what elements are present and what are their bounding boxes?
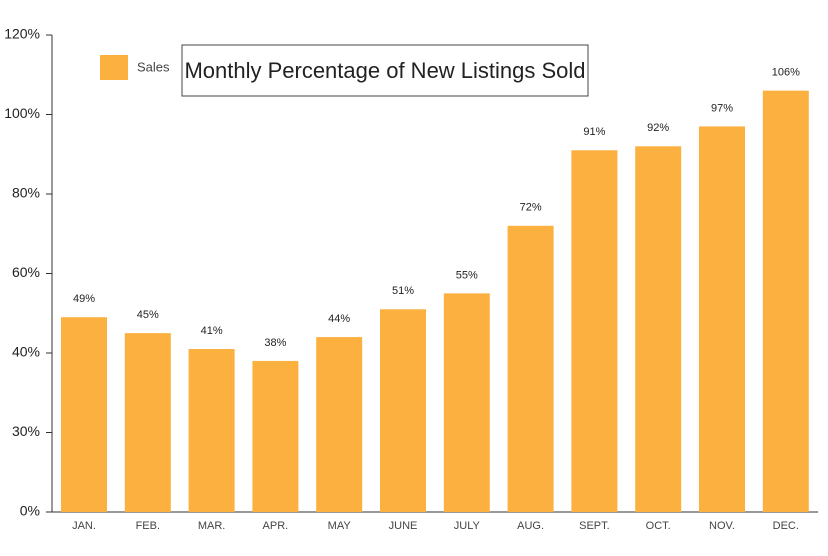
x-tick-label: OCT. — [646, 520, 671, 532]
data-label: 44% — [328, 313, 350, 325]
x-tick-label: MAY — [328, 520, 352, 532]
bar — [316, 337, 363, 512]
x-tick-label: DEC. — [773, 520, 799, 532]
legend-label: Sales — [137, 59, 170, 74]
y-tick-label: 120% — [4, 26, 40, 42]
bar — [380, 309, 426, 512]
y-tick-label: 40% — [12, 344, 40, 360]
bar — [124, 333, 171, 512]
data-label: 41% — [201, 325, 223, 337]
x-tick-label: NOV. — [709, 520, 735, 532]
x-tick-label: APR. — [263, 520, 289, 532]
bar — [252, 360, 299, 512]
bar — [61, 317, 107, 512]
bar — [635, 146, 682, 513]
bar — [762, 90, 809, 513]
legend-swatch — [100, 55, 128, 80]
data-label: 92% — [647, 122, 669, 134]
y-tick-label: 0% — [20, 503, 40, 519]
x-tick-label: JULY — [454, 520, 481, 532]
x-tick-label: JAN. — [72, 520, 96, 532]
bar — [443, 293, 490, 512]
bar — [188, 349, 235, 512]
data-label: 51% — [392, 285, 414, 297]
bar — [699, 126, 745, 513]
x-tick-label: MAR. — [198, 520, 226, 532]
data-label: 72% — [520, 202, 542, 214]
bar — [507, 225, 554, 513]
x-tick-label: AUG. — [517, 520, 544, 532]
y-tick-label: 100% — [4, 105, 40, 121]
data-label: 38% — [264, 337, 286, 349]
x-tick-label: JUNE — [389, 520, 418, 532]
data-label: 97% — [711, 102, 733, 114]
y-tick-label: 60% — [12, 264, 40, 280]
bar — [571, 150, 618, 512]
data-label: 45% — [137, 309, 159, 321]
data-label: 49% — [73, 293, 95, 305]
chart-title: Monthly Percentage of New Listings Sold — [184, 58, 585, 83]
title-box — [181, 44, 589, 97]
data-label: 91% — [583, 126, 605, 138]
data-label: 106% — [772, 67, 800, 79]
x-tick-label: FEB. — [136, 520, 160, 532]
data-label: 55% — [456, 269, 478, 281]
x-tick-label: SEPT. — [579, 520, 610, 532]
y-tick-label: 30% — [12, 423, 40, 439]
y-tick-label: 80% — [12, 185, 40, 201]
